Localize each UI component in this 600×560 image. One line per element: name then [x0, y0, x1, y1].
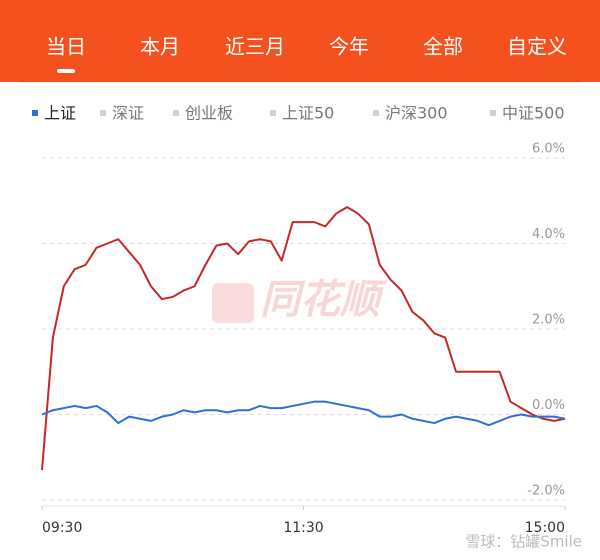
- legend-swatch: [32, 110, 38, 116]
- y-tick-label: 6.0%: [532, 142, 565, 157]
- legend-swatch: [270, 110, 276, 116]
- watermark: 同花顺: [260, 277, 387, 323]
- tab[interactable]: 本月: [140, 35, 180, 59]
- legend-label[interactable]: 中证500: [502, 104, 565, 123]
- tab[interactable]: 当日: [46, 35, 86, 59]
- tab[interactable]: 近三月: [225, 35, 285, 59]
- legend-swatch: [373, 110, 379, 116]
- tab[interactable]: 今年: [329, 35, 369, 59]
- series-line: [41, 206, 566, 471]
- legend-swatch: [173, 110, 179, 116]
- y-tick-label: 4.0%: [532, 227, 565, 242]
- footer-watermark: 雪球：钻罐Smile: [465, 533, 582, 551]
- tab[interactable]: 全部: [423, 35, 463, 59]
- legend-swatch: [490, 110, 496, 116]
- watermark-logo: [212, 283, 254, 323]
- divider: [20, 82, 580, 83]
- x-tick-label: 09:30: [42, 520, 82, 536]
- legend-label[interactable]: 沪深300: [385, 104, 448, 123]
- legend-label[interactable]: 上证50: [282, 104, 334, 123]
- series-line: [41, 400, 566, 427]
- tab-indicator: [57, 69, 75, 73]
- legend-swatch: [100, 110, 106, 116]
- y-tick-label: 0.0%: [532, 398, 565, 413]
- x-tick-label: 15:00: [525, 520, 565, 536]
- y-tick-label: 2.0%: [532, 313, 565, 328]
- y-tick-label: -2.0%: [527, 484, 565, 499]
- legend-label[interactable]: 创业板: [185, 104, 233, 123]
- x-tick-label: 11:30: [283, 520, 323, 536]
- legend-label[interactable]: 深证: [112, 104, 144, 123]
- legend-label[interactable]: 上证: [44, 104, 76, 123]
- tab-bar: [0, 0, 600, 82]
- tab[interactable]: 自定义: [507, 35, 567, 59]
